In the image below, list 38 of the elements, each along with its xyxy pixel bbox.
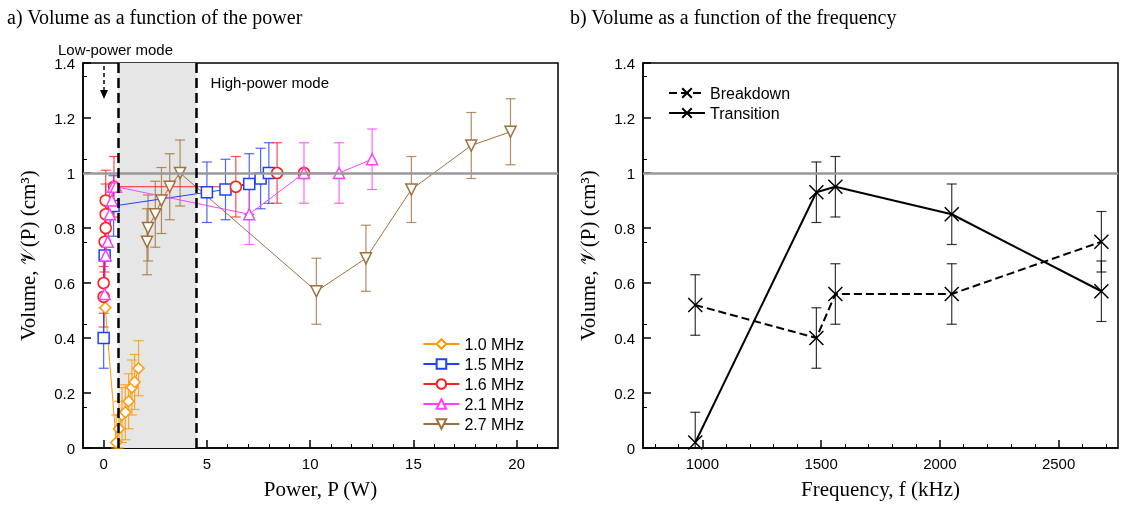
y-tick-label: 0.8 [54,219,75,237]
y-tick-label: 0.8 [614,219,635,237]
legend-label: 1.6 MHz [464,375,525,393]
legend-label: Breakdown [710,84,791,102]
y-tick-label: 0.4 [614,329,635,347]
legend-label: 1.5 MHz [464,355,525,373]
legend-label: 1.0 MHz [464,335,525,353]
x-tick-label: 5 [202,455,212,472]
y-axis-title: Volume, 𝒱(P) (cm³) [575,170,600,341]
annotation: High-power mode [210,74,329,91]
x-axis-title: Frequency, f (kHz) [801,476,960,501]
y-tick-label: 1 [66,164,75,182]
y-tick-label: 0.6 [54,274,75,292]
x-tick-label: 15 [405,455,422,472]
y-tick-label: 1.2 [54,109,75,127]
y-tick-label: 0.4 [54,329,75,347]
x-axis-title: Power, P (W) [263,476,378,501]
x-tick-label: 2500 [1041,455,1076,472]
y-tick-label: 0.2 [614,384,635,402]
chart-title: b) Volume as a function of the frequency [570,6,897,29]
x-tick-label: 0 [99,455,108,472]
x-tick-label: 2000 [923,455,957,472]
legend-label: 2.1 MHz [464,395,525,413]
y-axis-title: Volume, 𝒱(P) (cm³) [15,170,40,341]
y-tick-label: 0 [626,439,635,457]
legend-label: 2.7 MHz [464,415,525,433]
y-tick-label: 0.2 [54,384,75,402]
y-tick-label: 0.6 [614,274,635,292]
x-tick-label: 10 [301,455,319,472]
y-tick-label: 1.2 [614,109,635,127]
legend-label: Transition [710,104,780,122]
y-tick-label: 1.4 [614,54,635,72]
y-tick-label: 0 [66,439,75,457]
x-tick-label: 1500 [804,455,838,472]
x-tick-label: 20 [508,455,526,472]
chart-title: a) Volume as a function of the power [7,6,303,29]
y-tick-label: 1 [626,164,635,182]
x-tick-label: 1000 [685,455,720,472]
